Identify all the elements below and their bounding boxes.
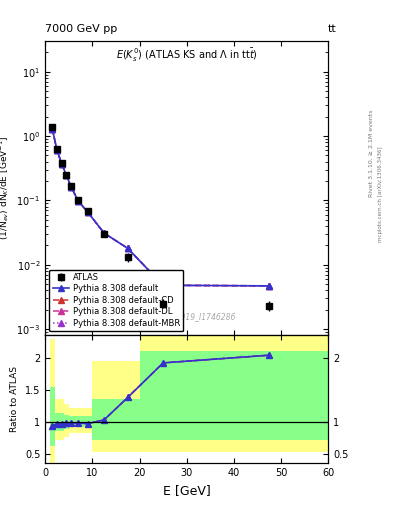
Pythia 8.308 default-DL [55,147,59,154]
Text: ATLAS_2019_I1746286: ATLAS_2019_I1746286 [149,312,236,321]
Line: Pythia 8.308 default-MBR: Pythia 8.308 default-MBR [50,126,272,289]
Line: Pythia 8.308 default: Pythia 8.308 default [50,126,272,289]
Pythia 8.308 default-MBR [125,245,130,251]
Pythia 8.308 default-CD [64,172,69,178]
Pythia 8.308 default [76,198,81,204]
X-axis label: E [GeV]: E [GeV] [163,484,211,497]
Text: Rivet 3.1.10, ≥ 2.1M events: Rivet 3.1.10, ≥ 2.1M events [369,110,374,197]
Pythia 8.308 default-DL [59,161,64,167]
Pythia 8.308 default-DL [85,209,90,215]
Y-axis label: Ratio to ATLAS: Ratio to ATLAS [10,367,19,432]
Pythia 8.308 default-CD [59,161,64,167]
Pythia 8.308 default [161,282,165,288]
Pythia 8.308 default-DL [50,125,55,132]
Pythia 8.308 default [102,230,107,236]
Legend: ATLAS, Pythia 8.308 default, Pythia 8.308 default-CD, Pythia 8.308 default-DL, P: ATLAS, Pythia 8.308 default, Pythia 8.30… [50,269,183,331]
Pythia 8.308 default-CD [55,147,59,154]
Pythia 8.308 default-MBR [59,161,64,167]
Y-axis label: (1/N$_{ev}$) dN$_K$/dE [GeV$^{-1}$]: (1/N$_{ev}$) dN$_K$/dE [GeV$^{-1}$] [0,136,11,240]
Pythia 8.308 default-DL [125,245,130,251]
Pythia 8.308 default-CD [69,184,73,190]
Text: tt: tt [328,24,337,34]
Pythia 8.308 default-DL [64,172,69,178]
Text: 7000 GeV pp: 7000 GeV pp [45,24,118,34]
Pythia 8.308 default-MBR [76,198,81,204]
Pythia 8.308 default-DL [102,230,107,236]
Pythia 8.308 default-MBR [161,282,165,288]
Pythia 8.308 default-CD [161,282,165,288]
Pythia 8.308 default [64,172,69,178]
Pythia 8.308 default-DL [76,198,81,204]
Pythia 8.308 default [55,147,59,154]
Pythia 8.308 default-DL [267,283,272,289]
Pythia 8.308 default [85,209,90,215]
Pythia 8.308 default-CD [50,125,55,132]
Pythia 8.308 default-CD [102,230,107,236]
Pythia 8.308 default-CD [85,209,90,215]
Pythia 8.308 default-CD [125,245,130,251]
Pythia 8.308 default-MBR [267,283,272,289]
Line: Pythia 8.308 default-DL: Pythia 8.308 default-DL [50,126,272,289]
Pythia 8.308 default [125,245,130,251]
Pythia 8.308 default-MBR [85,209,90,215]
Pythia 8.308 default-MBR [64,172,69,178]
Pythia 8.308 default-MBR [102,230,107,236]
Pythia 8.308 default-MBR [55,147,59,154]
Pythia 8.308 default [59,161,64,167]
Pythia 8.308 default-MBR [69,184,73,190]
Pythia 8.308 default-CD [267,283,272,289]
Line: Pythia 8.308 default-CD: Pythia 8.308 default-CD [50,126,272,289]
Pythia 8.308 default [69,184,73,190]
Pythia 8.308 default-MBR [50,125,55,132]
Pythia 8.308 default [267,283,272,289]
Pythia 8.308 default-CD [76,198,81,204]
Text: $E(K_s^0)$ (ATLAS KS and $\Lambda$ in tt$\bar{t}$): $E(K_s^0)$ (ATLAS KS and $\Lambda$ in tt… [116,47,257,64]
Pythia 8.308 default-DL [69,184,73,190]
Text: mcplots.cern.ch [arXiv:1306.3436]: mcplots.cern.ch [arXiv:1306.3436] [378,147,382,242]
Pythia 8.308 default-DL [161,282,165,288]
Pythia 8.308 default [50,125,55,132]
